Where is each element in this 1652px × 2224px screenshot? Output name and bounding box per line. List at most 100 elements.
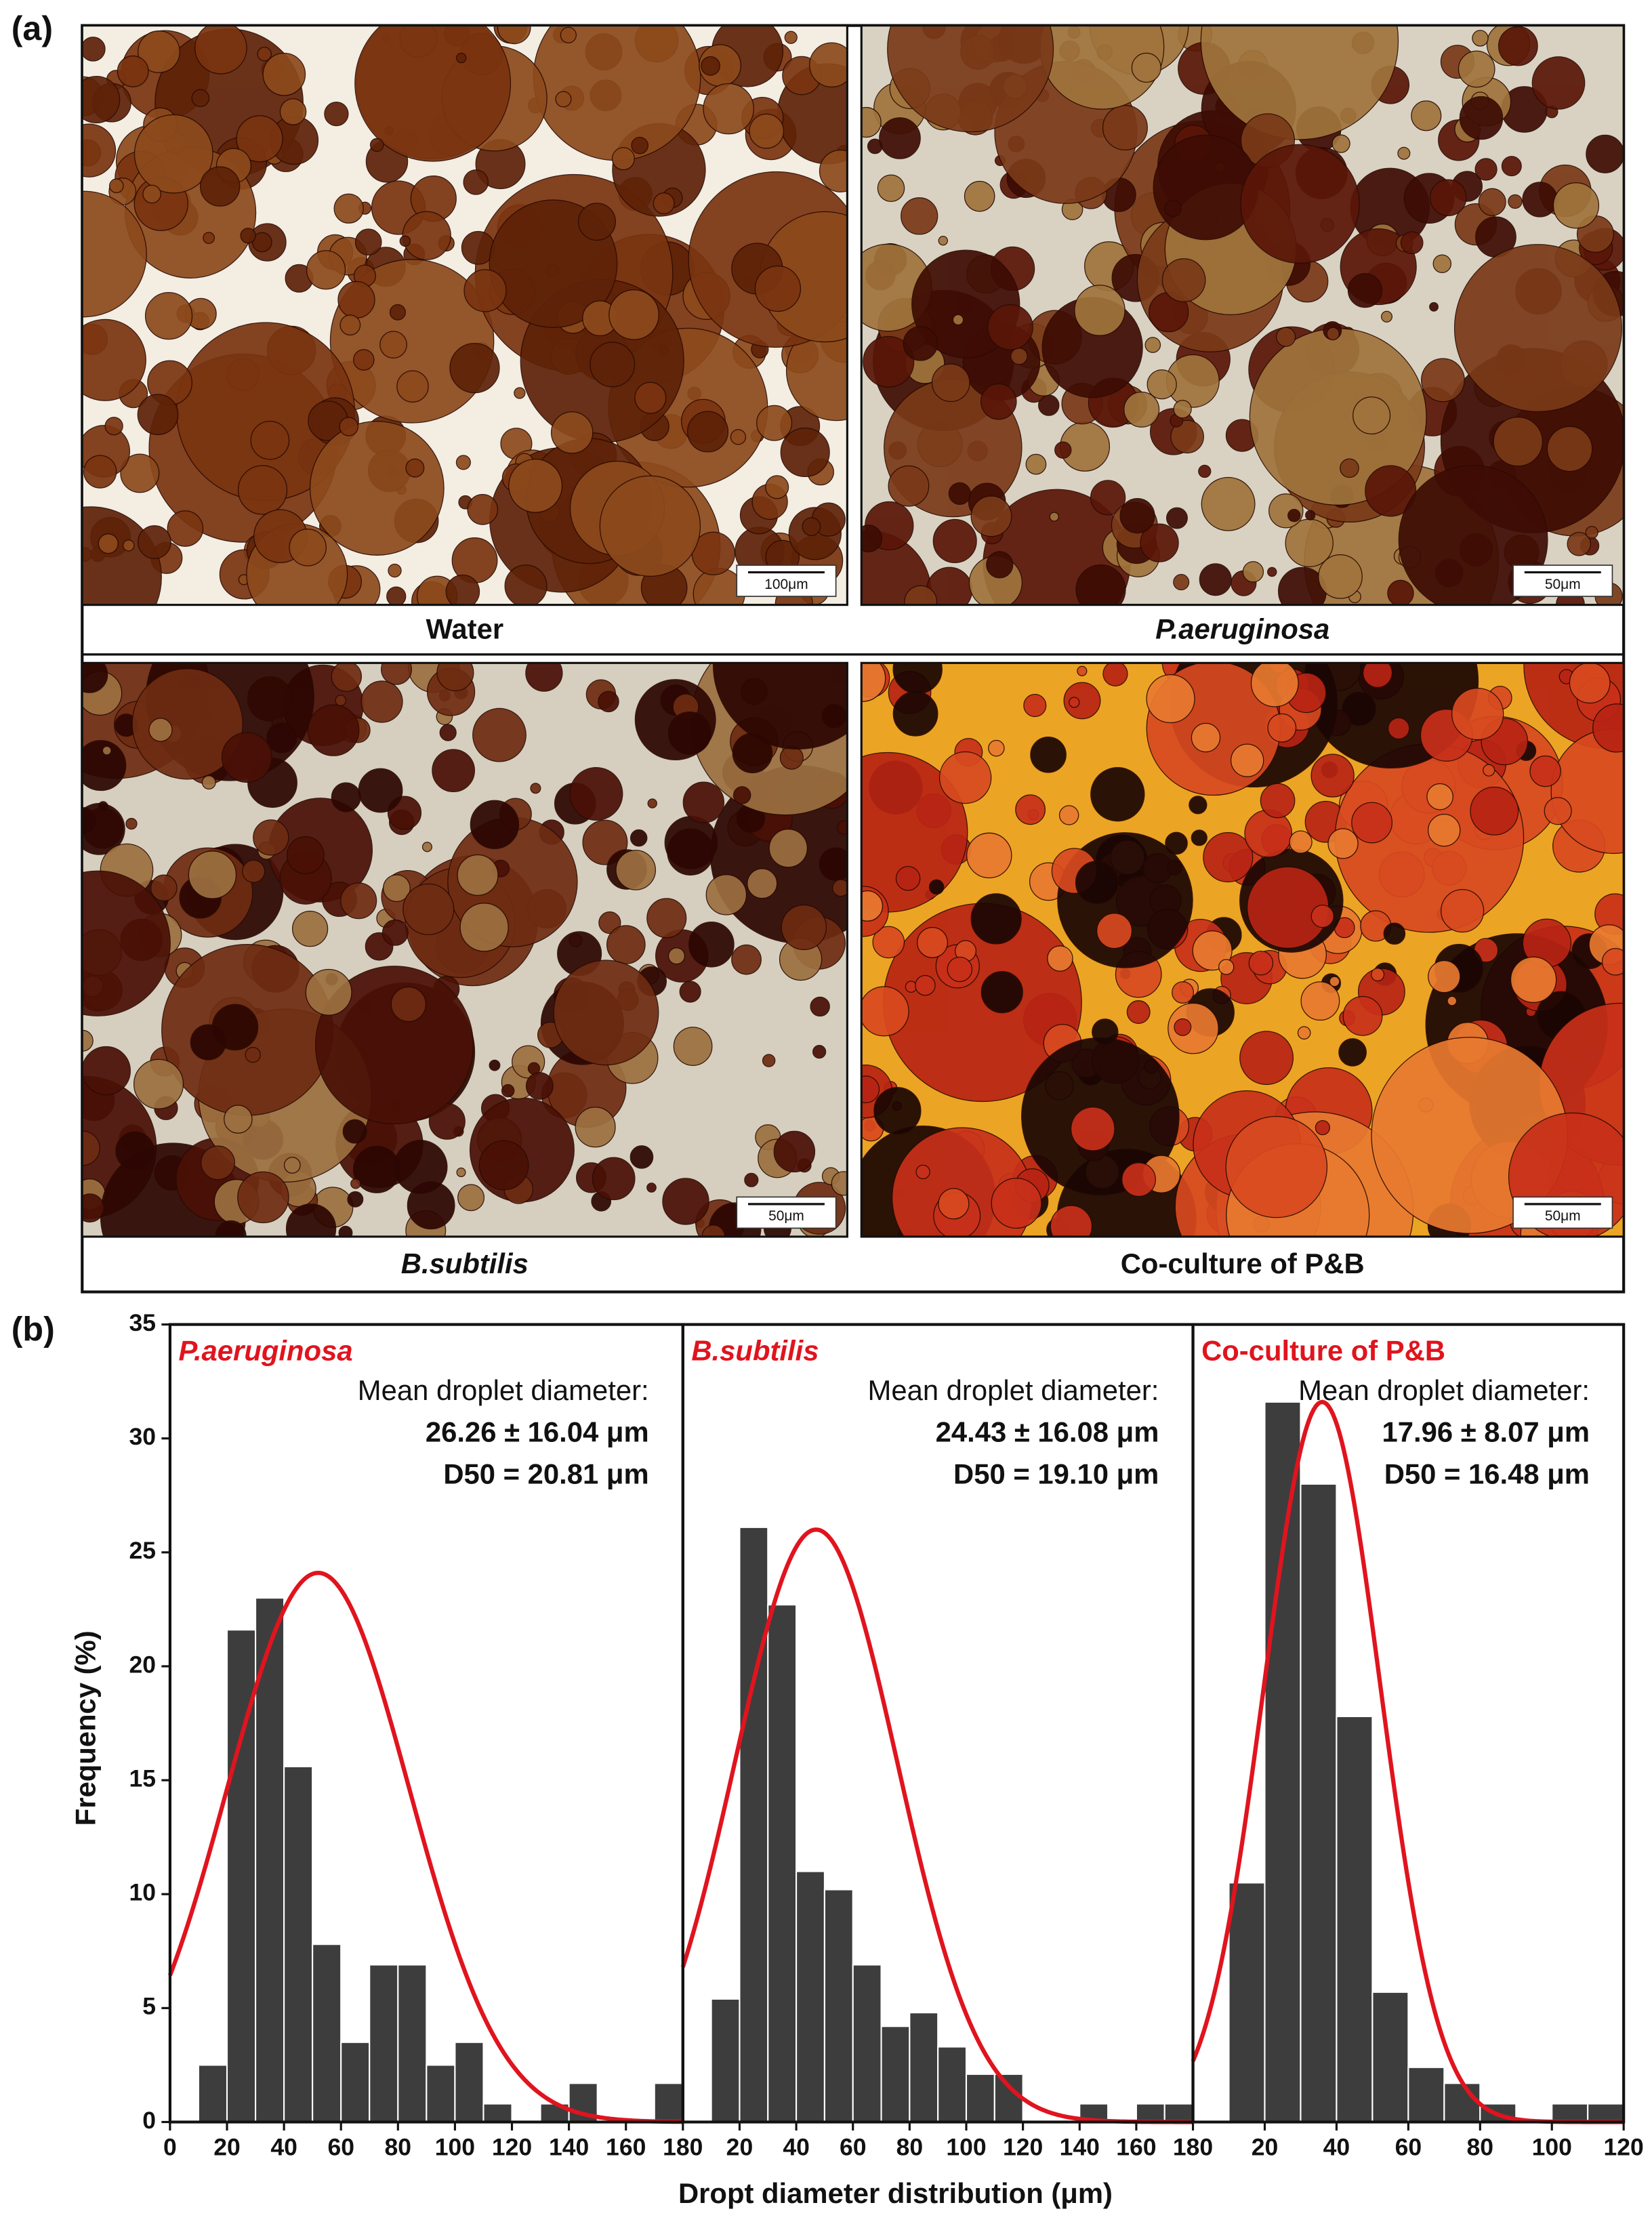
droplet xyxy=(533,25,701,161)
droplet xyxy=(560,26,577,43)
droplet xyxy=(1478,188,1506,216)
bar xyxy=(197,2064,228,2123)
droplet xyxy=(765,475,789,499)
droplet xyxy=(1529,755,1561,787)
droplet xyxy=(1428,960,1461,993)
x-tick-label: 100 xyxy=(946,2134,986,2161)
droplet xyxy=(1383,922,1406,945)
droplet xyxy=(1244,809,1293,858)
droplet xyxy=(142,184,161,204)
bar xyxy=(767,1604,798,2123)
droplet xyxy=(339,417,359,436)
x-tick-label: 20 xyxy=(726,2134,753,2161)
droplet xyxy=(405,458,425,478)
y-tick-label: 5 xyxy=(142,1993,156,2020)
droplet xyxy=(667,828,714,876)
x-tick-label: 180 xyxy=(1173,2134,1213,2161)
droplet xyxy=(150,874,178,902)
droplet xyxy=(1161,258,1206,302)
droplet xyxy=(514,387,526,399)
droplet xyxy=(237,465,288,515)
droplet xyxy=(629,829,648,847)
droplet xyxy=(809,42,848,87)
droplet xyxy=(673,1027,713,1066)
droplet xyxy=(1225,1115,1328,1218)
droplet xyxy=(872,926,905,959)
droplet xyxy=(98,533,119,554)
droplet xyxy=(754,265,802,312)
droplet xyxy=(952,314,964,326)
droplet xyxy=(598,691,619,713)
droplet xyxy=(530,783,541,794)
droplet xyxy=(802,517,821,537)
bar xyxy=(1264,1401,1302,2123)
droplet xyxy=(1327,828,1359,859)
droplet xyxy=(1096,913,1133,949)
image-border xyxy=(81,24,848,606)
droplet xyxy=(1030,737,1067,773)
droplet xyxy=(463,269,507,312)
bar xyxy=(823,1889,854,2123)
droplet xyxy=(1191,722,1221,753)
droplet xyxy=(964,180,995,212)
droplet xyxy=(1203,832,1254,883)
droplet xyxy=(1380,310,1393,323)
droplet xyxy=(396,370,429,403)
bar xyxy=(482,2103,513,2123)
droplet xyxy=(895,865,921,891)
droplet xyxy=(1351,802,1392,844)
droplet xyxy=(1276,327,1296,347)
x-tick-label: 80 xyxy=(1467,2134,1494,2161)
droplet xyxy=(1218,959,1235,975)
droplet xyxy=(342,1119,367,1144)
bar xyxy=(340,2041,371,2123)
droplet xyxy=(1387,579,1414,605)
droplet xyxy=(590,342,636,388)
droplet xyxy=(203,232,215,244)
droplet xyxy=(390,986,427,1023)
x-tick-label: 60 xyxy=(840,2134,867,2161)
droplet xyxy=(1398,464,1548,605)
droplet xyxy=(987,304,1033,350)
droplet xyxy=(1601,948,1624,976)
droplet xyxy=(1260,783,1296,819)
droplet xyxy=(1331,134,1350,153)
droplet xyxy=(144,292,193,340)
droplet xyxy=(768,829,808,868)
stat-text: D50 = 20.81 μm xyxy=(443,1458,648,1489)
droplet xyxy=(749,113,785,149)
droplet xyxy=(131,668,243,780)
bar xyxy=(397,1964,428,2123)
droplet xyxy=(333,193,364,224)
droplet xyxy=(1123,391,1160,428)
droplet xyxy=(1050,1205,1093,1237)
droplet xyxy=(1592,703,1624,753)
image-border xyxy=(860,661,1625,1238)
droplet xyxy=(819,149,848,192)
x-tick-label: 160 xyxy=(606,2134,646,2161)
bar xyxy=(710,1998,741,2123)
scale-bar-box xyxy=(1512,1196,1613,1229)
droplet xyxy=(1447,995,1458,1006)
x-tick-label: 80 xyxy=(385,2134,412,2161)
droplet xyxy=(1023,694,1047,718)
droplet xyxy=(812,1044,827,1059)
droplet xyxy=(148,718,173,742)
droplet xyxy=(1230,743,1264,777)
droplet xyxy=(250,421,290,460)
droplet xyxy=(730,429,747,445)
fit-curve xyxy=(167,1570,683,2124)
droplet xyxy=(117,55,149,87)
bar xyxy=(993,2073,1024,2123)
droplet xyxy=(1146,674,1195,724)
droplet xyxy=(286,836,325,875)
droplet xyxy=(1075,564,1126,605)
bar xyxy=(1135,2103,1165,2123)
droplet xyxy=(337,281,375,319)
droplet xyxy=(525,1072,554,1100)
droplet xyxy=(467,494,499,525)
droplet xyxy=(1569,663,1611,704)
droplet xyxy=(1347,273,1383,308)
droplet xyxy=(82,663,108,693)
